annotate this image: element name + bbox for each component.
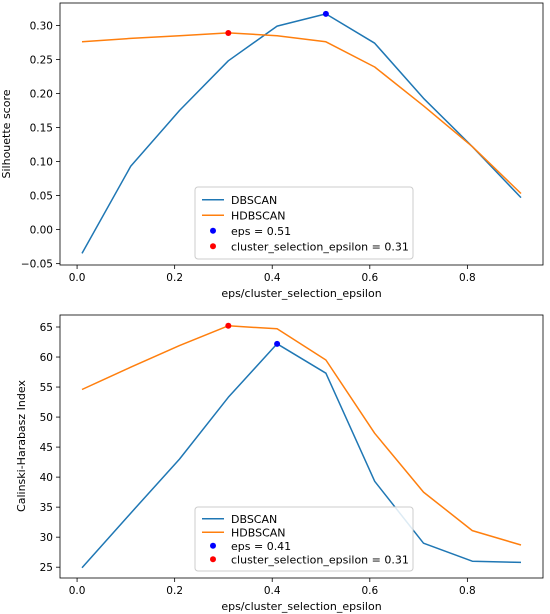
x-tick-label: 0.6 <box>361 272 378 284</box>
y-tick-label: 0.00 <box>30 225 53 237</box>
x-axis-label: eps/cluster_selection_epsilon <box>221 600 381 613</box>
legend-label: cluster_selection_epsilon = 0.31 <box>231 240 409 253</box>
y-tick-label: 65 <box>40 322 53 334</box>
y-tick-label: 45 <box>40 442 53 454</box>
x-tick-label: 0.4 <box>264 585 281 597</box>
y-tick-label: 0.05 <box>30 191 53 203</box>
series-line-hdbscan <box>81 32 522 195</box>
x-tick-label: 0.0 <box>69 585 86 597</box>
marker-point-cluster-selection-epsilon <box>225 322 232 329</box>
axes-frame <box>59 2 544 266</box>
x-tick-label: 0.2 <box>166 272 183 284</box>
series-line-dbscan <box>81 13 522 254</box>
y-tick-label: 25 <box>40 562 53 574</box>
legend-marker <box>210 542 216 549</box>
y-tick-label: 30 <box>40 532 53 544</box>
legend: DBSCAN HDBSCAN eps = 0.51 cluster_selection… <box>194 186 414 260</box>
x-axis-label: eps/cluster_selection_epsilon <box>221 287 381 300</box>
chart-2: 0.0 0.2 0.4 0.6 0.8 25 30 35 40 45 50 55 60 65 eps/clu… <box>15 314 544 613</box>
series-line-dbscan <box>81 343 522 569</box>
legend-label: DBSCAN <box>231 194 277 207</box>
x-tick-label: 0.0 <box>69 272 86 284</box>
legend-box <box>194 186 414 260</box>
y-tick-label: 0.25 <box>30 54 53 66</box>
marker-point-eps <box>274 340 281 347</box>
legend-box <box>194 506 414 572</box>
legend-marker <box>210 556 216 563</box>
legend-marker <box>210 243 216 250</box>
y-tick-label: −0.05 <box>21 259 53 271</box>
legend-label: cluster_selection_epsilon = 0.31 <box>231 553 409 566</box>
x-tick-label: 0.2 <box>166 585 183 597</box>
x-tick-label: 0.8 <box>459 272 476 284</box>
y-axis-label: Calinski-Harabasz Index <box>15 380 28 512</box>
marker-point-eps <box>322 10 329 17</box>
y-axis-label: Silhouette score <box>0 89 13 178</box>
y-tick-label: 35 <box>40 502 53 514</box>
legend-label: eps = 0.51 <box>231 225 291 238</box>
y-tick-label: 55 <box>40 382 53 394</box>
y-tick-label: 40 <box>40 472 53 484</box>
y-tick-label: 60 <box>40 352 53 364</box>
legend-marker <box>210 227 216 234</box>
x-tick-label: 0.8 <box>459 585 476 597</box>
axes-frame <box>59 314 544 579</box>
legend-label: HDBSCAN <box>231 526 286 539</box>
marker-point-cluster-selection-epsilon <box>225 29 232 36</box>
legend-label: HDBSCAN <box>231 209 286 222</box>
y-tick-label: 0.20 <box>30 89 53 101</box>
legend-label: DBSCAN <box>231 513 277 526</box>
legend-label: eps = 0.41 <box>231 540 291 553</box>
y-tick-label: 0.30 <box>30 20 53 32</box>
series-line-hdbscan <box>81 325 522 546</box>
x-tick-label: 0.6 <box>361 585 378 597</box>
y-tick-label: 50 <box>40 412 53 424</box>
chart-1: 0.0 0.2 0.4 0.6 0.8 −0.05 0.00 0.05 0.10 0.15 0.20… <box>0 2 544 300</box>
y-tick-label: 0.10 <box>30 157 53 169</box>
y-tick-label: 0.15 <box>30 123 53 135</box>
x-tick-label: 0.4 <box>264 272 281 284</box>
